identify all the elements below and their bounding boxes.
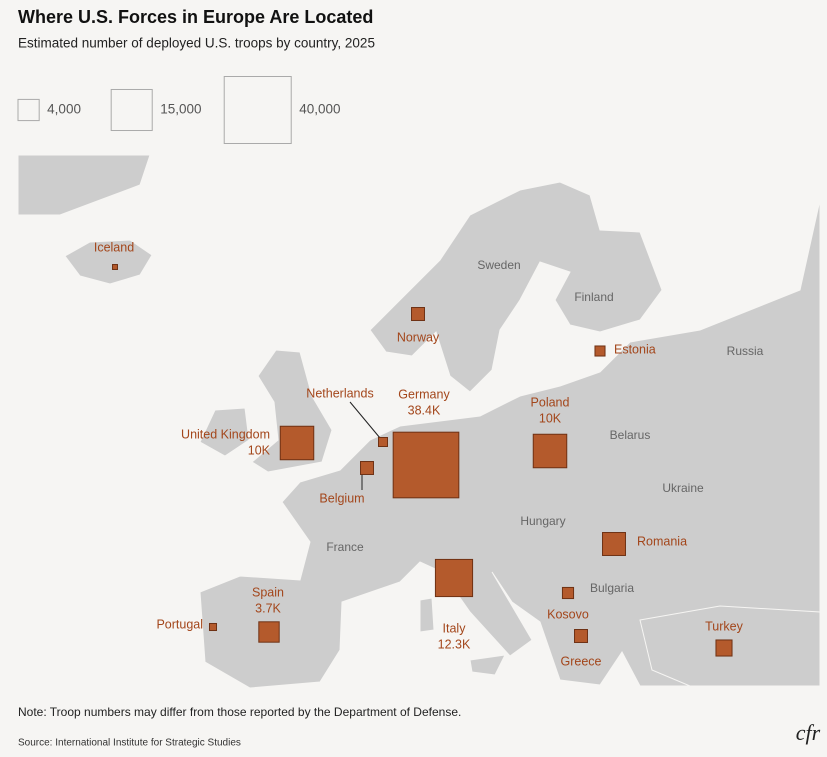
country-label: Kosovo <box>547 607 589 621</box>
troop-square <box>561 586 575 600</box>
country-label: Netherlands <box>306 386 373 400</box>
legend-label: 4,000 <box>47 102 81 117</box>
title: Where U.S. Forces in Europe Are Located <box>18 7 373 27</box>
leader-line <box>349 401 381 439</box>
scandinavia <box>369 181 663 393</box>
region-label: France <box>326 540 364 554</box>
note: Note: Troop numbers may differ from thos… <box>18 705 461 719</box>
sicily <box>469 654 506 676</box>
country-label: Estonia <box>614 342 656 356</box>
country-label: Italy <box>443 621 467 635</box>
country-label: Poland <box>531 395 570 409</box>
subtitle: Estimated number of deployed U.S. troops… <box>18 36 375 51</box>
land <box>17 154 821 689</box>
legend-label: 40,000 <box>299 102 340 117</box>
legend-square <box>17 98 40 122</box>
country-label: Belgium <box>319 491 364 505</box>
troop-square <box>279 425 315 461</box>
troop-square <box>594 345 606 357</box>
troop-square <box>378 437 388 447</box>
troop-square <box>434 558 474 598</box>
region-label: Ukraine <box>662 481 704 495</box>
region-label: Russia <box>727 344 764 358</box>
legend-square <box>223 76 292 144</box>
value-label: 10K <box>248 443 271 457</box>
country-label: Iceland <box>94 240 134 254</box>
ireland <box>199 407 250 457</box>
country-label: United Kingdom <box>181 427 270 441</box>
troop-square <box>602 532 626 556</box>
country-label: Germany <box>398 387 450 401</box>
value-label: 38.4K <box>408 403 441 417</box>
region-label: Bulgaria <box>590 581 634 595</box>
value-label: 10K <box>539 411 562 425</box>
troop-square <box>392 431 460 499</box>
logo: cfr <box>796 720 821 745</box>
legend-square <box>110 88 153 132</box>
region-label: Finland <box>574 290 613 304</box>
source: Source: International Institute for Stra… <box>18 738 241 749</box>
region-label: Belarus <box>610 428 651 442</box>
region-label: Hungary <box>520 514 565 528</box>
troop-square <box>112 264 118 270</box>
mainland <box>199 199 821 689</box>
country-label: Turkey <box>705 619 743 633</box>
country-label: Greece <box>561 654 602 668</box>
region-label: Sweden <box>477 258 520 272</box>
troop-square <box>715 639 733 657</box>
troop-square <box>258 621 280 643</box>
sardinia <box>419 597 435 633</box>
troop-square <box>411 307 425 321</box>
country-label: Portugal <box>156 617 203 631</box>
country-label: Norway <box>397 330 440 344</box>
country-label: Spain <box>252 585 284 599</box>
iceland-land <box>64 239 153 285</box>
greenland <box>17 154 151 216</box>
troop-square <box>574 629 588 643</box>
troop-square <box>360 461 374 475</box>
value-label: 3.7K <box>255 601 281 615</box>
legend-label: 15,000 <box>160 102 201 117</box>
troop-square <box>532 433 568 469</box>
troop-square <box>208 622 218 632</box>
value-label: 12.3K <box>438 637 471 651</box>
country-label: Romania <box>637 534 687 548</box>
